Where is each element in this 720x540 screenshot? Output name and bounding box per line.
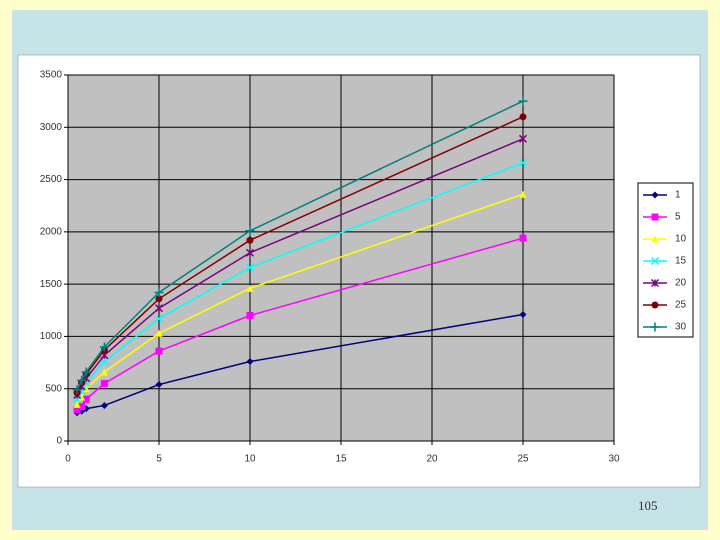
legend-marker bbox=[651, 235, 659, 243]
legend-marker bbox=[650, 256, 660, 266]
legend-marker bbox=[651, 191, 659, 199]
x-tick-label: 20 bbox=[426, 454, 438, 465]
marker bbox=[82, 395, 90, 403]
marker bbox=[100, 379, 108, 387]
marker bbox=[518, 134, 528, 143]
marker bbox=[72, 385, 82, 395]
marker bbox=[519, 113, 527, 121]
legend-label: 20 bbox=[675, 278, 687, 289]
y-tick-label: 1000 bbox=[40, 331, 63, 342]
marker bbox=[155, 347, 163, 355]
legend-label: 10 bbox=[675, 234, 687, 245]
marker bbox=[155, 381, 163, 389]
marker bbox=[518, 158, 528, 167]
legend-marker bbox=[650, 322, 660, 332]
marker bbox=[81, 367, 91, 377]
marker bbox=[518, 96, 528, 106]
y-tick-label: 500 bbox=[45, 383, 62, 394]
legend-label: 15 bbox=[675, 256, 687, 267]
legend-label: 5 bbox=[675, 212, 681, 223]
x-tick-label: 5 bbox=[156, 454, 162, 465]
marker bbox=[99, 342, 109, 352]
page-number: 105 bbox=[638, 498, 658, 513]
marker bbox=[519, 310, 527, 318]
marker bbox=[78, 402, 86, 410]
marker bbox=[245, 248, 255, 257]
legend-label: 30 bbox=[675, 322, 687, 333]
marker bbox=[77, 375, 87, 385]
marker bbox=[154, 288, 164, 298]
y-tick-label: 2000 bbox=[40, 226, 63, 237]
marker bbox=[73, 406, 81, 414]
legend-marker bbox=[651, 301, 659, 309]
marker bbox=[519, 190, 527, 198]
legend-label: 25 bbox=[675, 300, 687, 311]
x-tick-label: 0 bbox=[65, 454, 71, 465]
marker bbox=[100, 401, 108, 409]
legend-box bbox=[637, 182, 694, 338]
marker bbox=[155, 295, 163, 303]
legend-marker bbox=[651, 213, 659, 221]
marker bbox=[155, 329, 163, 337]
x-tick-label: 30 bbox=[608, 454, 620, 465]
marker bbox=[154, 304, 164, 313]
y-tick-label: 0 bbox=[56, 436, 62, 447]
marker bbox=[246, 358, 254, 366]
x-tick-label: 15 bbox=[335, 454, 347, 465]
marker bbox=[246, 284, 254, 292]
marker bbox=[246, 312, 254, 320]
x-tick-label: 10 bbox=[244, 454, 256, 465]
y-tick-label: 3000 bbox=[40, 122, 63, 133]
y-tick-label: 2500 bbox=[40, 174, 63, 185]
marker bbox=[245, 226, 255, 236]
marker bbox=[519, 234, 527, 242]
x-tick-label: 25 bbox=[517, 454, 529, 465]
y-tick-label: 1500 bbox=[40, 279, 63, 290]
marker bbox=[73, 400, 81, 408]
marker bbox=[100, 368, 108, 376]
marker bbox=[154, 314, 164, 323]
legend-marker bbox=[650, 278, 660, 288]
y-tick-label: 3500 bbox=[40, 70, 63, 81]
marker bbox=[245, 263, 255, 272]
marker bbox=[246, 236, 254, 244]
legend-label: 1 bbox=[675, 190, 681, 201]
